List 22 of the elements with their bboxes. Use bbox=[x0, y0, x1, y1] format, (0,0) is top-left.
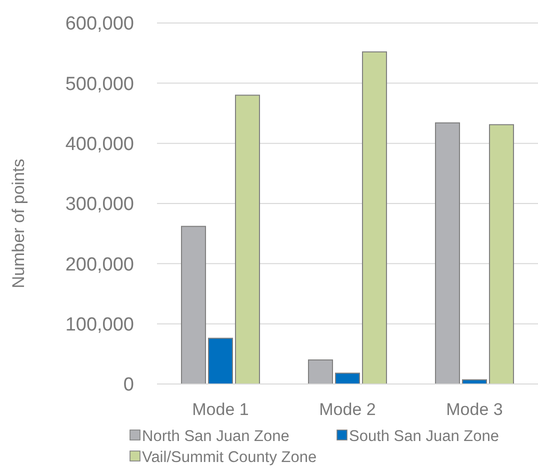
legend-label: North San Juan Zone bbox=[142, 428, 290, 445]
bar bbox=[235, 94, 260, 384]
legend-label: South San Juan Zone bbox=[349, 428, 499, 445]
legend-label: Vail/Summit County Zone bbox=[142, 449, 317, 466]
bar bbox=[362, 51, 387, 384]
bar bbox=[208, 338, 233, 384]
y-tick-label: 0 bbox=[123, 374, 134, 396]
bar bbox=[181, 226, 206, 384]
y-tick-label: 500,000 bbox=[65, 74, 134, 95]
bar bbox=[489, 124, 514, 384]
y-tick-label: 100,000 bbox=[65, 314, 134, 336]
x-tick-label: Mode 1 bbox=[192, 400, 249, 419]
bar bbox=[308, 359, 333, 384]
y-axis-title: Number of points bbox=[9, 158, 28, 288]
x-tick-label: Mode 2 bbox=[319, 400, 376, 419]
y-tick-label: 400,000 bbox=[65, 134, 134, 155]
y-tick-label: 300,000 bbox=[65, 194, 134, 216]
y-tick-label: 600,000 bbox=[65, 14, 134, 35]
bar bbox=[435, 122, 460, 384]
y-tick-label: 200,000 bbox=[65, 254, 134, 276]
x-tick-label: Mode 3 bbox=[446, 400, 503, 419]
bar bbox=[335, 372, 360, 384]
